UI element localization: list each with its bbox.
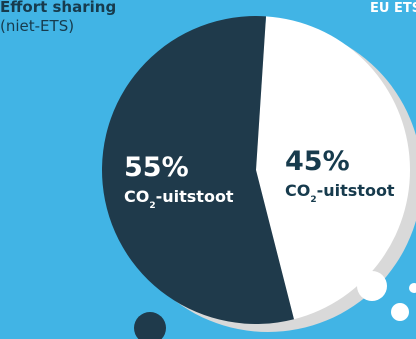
slice-labels: 55% CO2-uitstoot 45% CO2-uitstoot xyxy=(124,146,395,211)
decor-bubble-4 xyxy=(409,283,416,293)
pie-slices xyxy=(102,15,410,324)
slice-caption-ets: CO2-uitstoot xyxy=(285,181,395,205)
left-category-title: Effort sharing xyxy=(0,0,117,16)
decor-bubble-1 xyxy=(134,312,166,339)
pie-slice-effort-sharing xyxy=(102,15,294,324)
right-category-title: EU ETS xyxy=(370,1,416,16)
slice-caption-effort-sharing: CO2-uitstoot xyxy=(124,187,234,211)
slice-value-label-ets: 45% xyxy=(285,146,350,177)
slice-value-label-effort-sharing: 55% xyxy=(124,152,189,183)
decor-bubble-2 xyxy=(391,303,409,321)
left-category-subtitle: (niet-ETS) xyxy=(0,17,75,35)
pie-slice-ets xyxy=(256,16,410,320)
